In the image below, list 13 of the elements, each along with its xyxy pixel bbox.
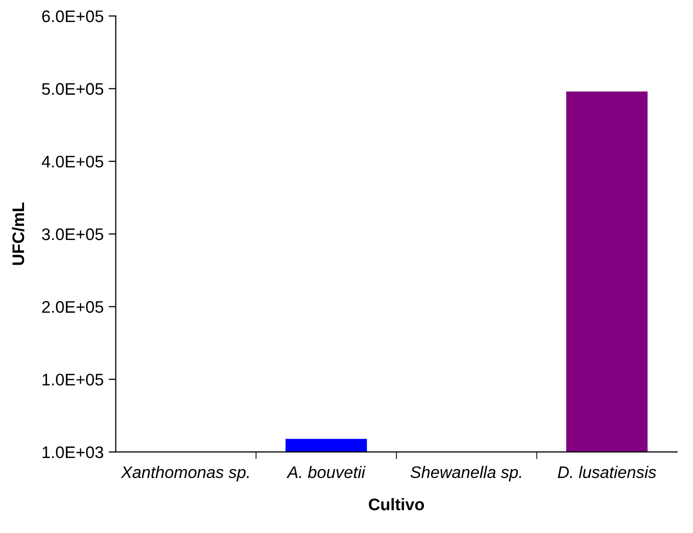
- x-tick-label: Xanthomonas sp.: [120, 466, 249, 482]
- y-tick-label: 3.0E+05: [42, 228, 104, 240]
- x-axis-title: Cultivo: [368, 498, 424, 510]
- y-tick-label: 5.0E+05: [42, 83, 104, 95]
- x-tick-label: A. bouvetii: [286, 466, 366, 478]
- y-tick-label: 4.0E+05: [42, 156, 104, 168]
- x-tick-label: D. lusatiensis: [558, 466, 656, 478]
- y-tick-label: 6.0E+05: [42, 10, 104, 22]
- y-tick-label: 2.0E+05: [42, 301, 104, 313]
- x-tick-label: Shewanella sp.: [410, 466, 522, 482]
- y-tick-label: 1.0E+03: [42, 446, 104, 458]
- y-axis-title: UFC/mL: [12, 202, 24, 265]
- y-tick-label: 1.0E+05: [42, 374, 104, 386]
